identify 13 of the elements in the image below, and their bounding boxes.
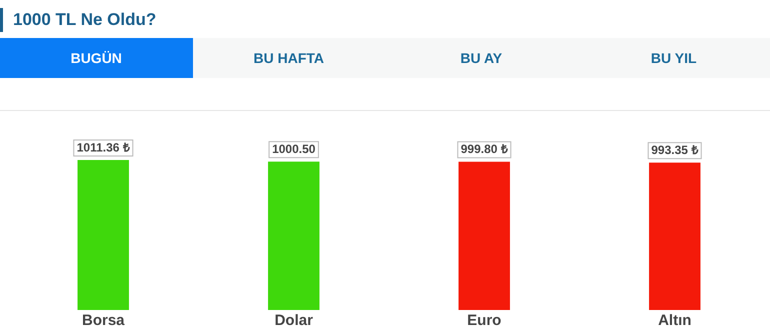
x-tick-label: Euro: [467, 312, 502, 330]
text: BU HAFTA: [252, 49, 325, 68]
data-label: 999.80 ₺: [460, 142, 508, 156]
x-tick-label: Altın: [658, 312, 692, 330]
text: BUGÜN: [0, 38, 192, 78]
x-tick-label: Dolar: [274, 312, 314, 330]
text: BU YIL: [650, 49, 698, 68]
text: BU AY: [459, 49, 504, 68]
chart-title: 1000 TL Ne Oldu?: [0, 8, 156, 32]
x-tick-label: Borsa: [82, 312, 126, 330]
data-label: 1011.36 ₺: [76, 140, 130, 154]
data-label: 1000.50: [272, 142, 316, 156]
data-label: 993.35 ₺: [651, 142, 698, 157]
